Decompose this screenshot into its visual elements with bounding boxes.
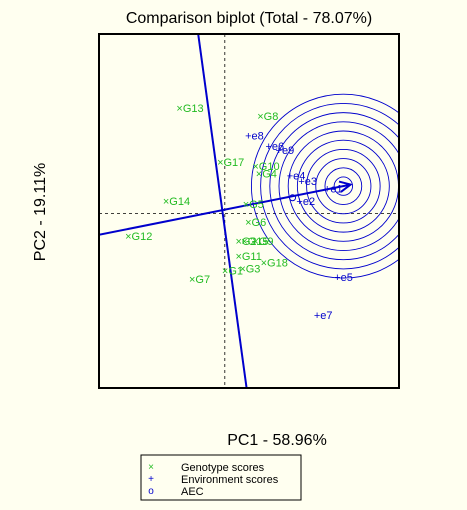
legend-label: Environment scores — [181, 474, 279, 486]
concentric-circle — [269, 112, 399, 261]
aec-abscissa-line — [99, 183, 351, 236]
plot-frame — [98, 33, 400, 389]
aec-ordinate-line — [197, 34, 248, 388]
genotype-point: ×G13 — [176, 103, 203, 115]
genotype-point: ×G3 — [239, 264, 260, 276]
concentric-circle — [324, 167, 363, 206]
concentric-circle — [260, 103, 399, 270]
x-axis-label: PC1 - 58.96% — [227, 432, 327, 449]
environment-point: +e2 — [296, 196, 315, 208]
concentric-circle — [315, 158, 372, 215]
environment-point: +e9 — [276, 145, 295, 157]
plot-area: ×G13×G8×G17 ×G10×G4×G14×G12×G5×G6×G2×G15×… — [98, 33, 400, 389]
legend-marker: o — [148, 486, 154, 497]
concentric-circle — [250, 93, 399, 279]
environment-point: +e5 — [334, 272, 353, 284]
genotype-point: ×G10 — [252, 161, 279, 173]
genotype-point: ×G6 — [245, 217, 266, 229]
y-axis-label: PC2 - 19.11% — [32, 163, 49, 261]
legend-label: Genotype scores — [181, 462, 265, 474]
legend-label: AEC — [181, 486, 204, 498]
legend: × Genotype scores + Environment scores o AEC — [140, 454, 302, 501]
environment-point: +e7 — [314, 310, 333, 322]
legend-box — [140, 454, 302, 501]
concentric-circle — [306, 148, 381, 224]
genotype-point: ×G17 — [217, 157, 244, 169]
genotype-point: ×G15 — [241, 236, 268, 248]
genotype-point: ×G4 — [256, 168, 277, 180]
concentric-circle — [278, 121, 399, 251]
legend-marker: × — [148, 462, 154, 473]
environment-point: +e8 — [245, 130, 264, 142]
genotype-point: ×G7 — [189, 274, 210, 286]
genotype-point: ×G11 — [235, 251, 261, 263]
genotype-point: ×G2 — [235, 236, 256, 248]
concentric-circle — [296, 139, 390, 233]
chart-title: Comparison biplot (Total - 78.07%) — [126, 10, 372, 27]
genotype-point: ×G8 — [257, 111, 278, 123]
genotype-point: ×G12 — [125, 231, 152, 243]
genotype-point: ×G18 — [261, 257, 288, 269]
plot-clip-group: ×G13×G8×G17 ×G10×G4×G14×G12×G5×G6×G2×G15×… — [99, 34, 399, 388]
ideal-arrow-head — [338, 180, 353, 193]
environment-point: +e4 — [287, 171, 306, 183]
aec-marker — [289, 194, 297, 202]
genotype-point: ×G1 — [222, 266, 243, 278]
genotype-point: ×G5 — [243, 199, 264, 211]
legend-marker: + — [148, 474, 154, 485]
environment-point: +e1 — [324, 183, 343, 195]
concentric-circle — [333, 176, 353, 196]
genotype-point: ×G9 — [252, 236, 273, 248]
environment-point: +e3 — [298, 176, 317, 188]
environment-point: +e6 — [265, 141, 284, 153]
genotype-point: ×G14 — [163, 196, 190, 208]
